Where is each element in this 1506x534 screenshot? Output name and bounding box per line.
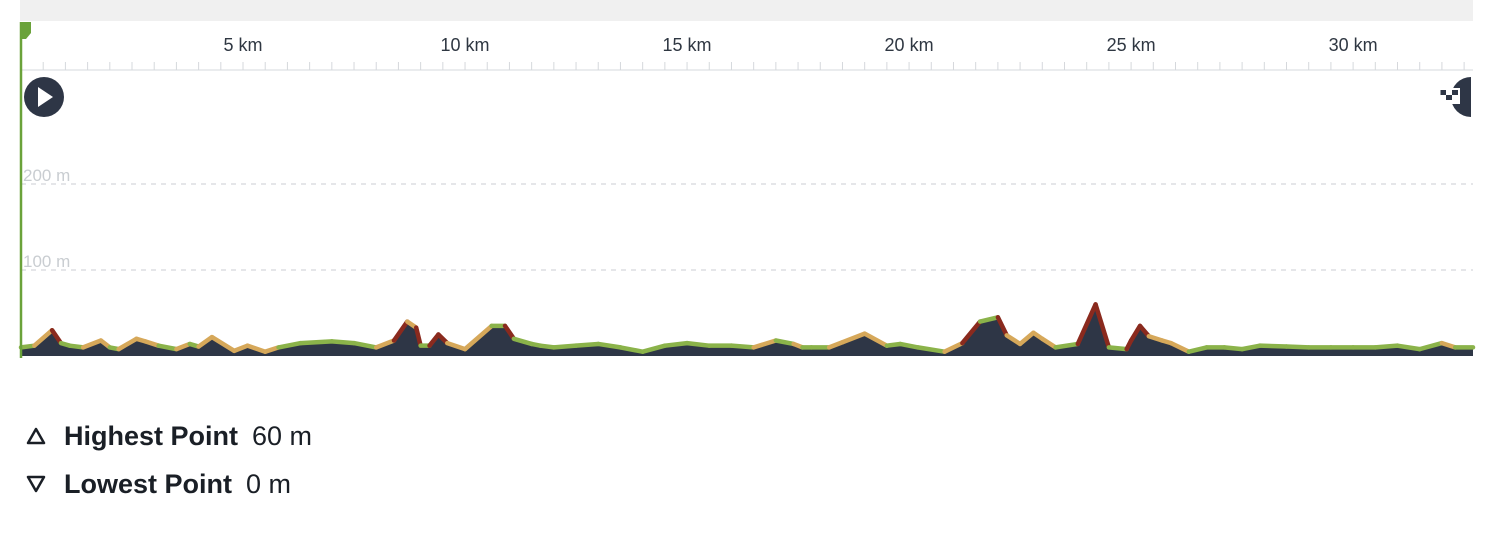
lowest-point-label: Lowest Point [64,468,232,499]
elevation-line-segment [862,331,890,348]
elevation-line-segment [618,345,645,354]
checkered-flag-icon [1438,88,1460,108]
elevation-stats: Highest Point 60 m Lowest Point 0 m [26,412,312,508]
elevation-line-segment [1004,333,1023,347]
elevation-line-segment [1239,343,1263,352]
highest-point-label: Highest Point [64,420,238,451]
elevation-line-segment [143,339,161,348]
start-marker[interactable] [24,77,64,117]
elevation-line-segment [174,341,192,352]
elevation-line-segment [196,334,215,349]
x-tick-label: 30 km [1329,35,1378,55]
elevation-line-segment [32,327,55,348]
elevation-line-segment [209,334,237,354]
elevation-line-segment [773,338,796,347]
elevation-line-segment [977,315,1001,324]
x-tick-label: 25 km [1107,35,1156,55]
elevation-line-segment [502,323,517,342]
elevation-line-segment [298,339,335,346]
elevation-line-segment [1373,343,1400,350]
elevation-line-segment [245,343,268,354]
elevation-line-segment [1168,340,1192,354]
elevation-line-segment [751,338,779,350]
elevation-line-segment [427,332,441,348]
x-tick-label: 20 km [885,35,934,55]
elevation-line-segment [662,340,690,348]
elevation-line-segment [897,341,921,350]
elevation-line-segment [595,341,623,350]
y-grid: 100 m 200 m [21,166,1473,271]
triangle-down-icon [26,474,46,494]
elevation-line-segment [1146,333,1165,343]
x-tick-label: 5 km [224,35,263,55]
elevation-line-segment [1257,343,1289,349]
x-tick-label: 15 km [663,35,712,55]
y-grid-label: 200 m [23,166,70,185]
elevation-line-segment [1395,343,1422,352]
x-tick-label: 10 km [441,35,490,55]
elevation-line-segment [231,343,250,354]
elevation-line-segment [573,341,601,348]
elevation-line-segment [960,319,983,346]
elevation-line-segment [329,339,357,346]
elevation-profile-chart[interactable]: 5 km 10 km 15 km 20 km 25 km 30 km 100 m 200 m [0,0,1506,380]
elevation-line-segment [1075,302,1098,347]
elevation-area-fill [21,304,1473,356]
elevation-line-segment [511,336,534,347]
finish-marker[interactable] [1438,77,1471,117]
elevation-line-segment [1106,345,1129,352]
elevation-line-segment [391,319,410,343]
elevation-line-segment [729,343,756,350]
elevation-line-segment [1439,340,1458,350]
elevation-line-segment [116,336,139,352]
elevation-line-segment [1186,345,1209,354]
elevation-line-segment [1053,341,1081,350]
highest-point-value: 60 m [252,420,313,451]
header-band [20,0,1473,21]
elevation-line-segment [1137,323,1152,339]
elevation-line-segment [915,345,947,354]
lowest-point-row: Lowest Point 0 m [26,460,312,508]
elevation-line-segment [351,340,379,350]
lowest-point-value: 0 m [246,468,292,499]
position-cursor-handle[interactable] [21,22,31,39]
elevation-line-segment [156,343,179,352]
elevation-line-segment [1128,323,1143,343]
elevation-line-segment [684,340,712,348]
elevation-line-segment [1017,330,1036,347]
elevation-line-segment [1417,340,1445,352]
elevation-line-segment [262,345,281,354]
x-axis: 5 km 10 km 15 km 20 km 25 km 30 km [21,35,1473,71]
triangle-up-icon [26,426,46,446]
elevation-line-segment [551,343,579,350]
elevation-line-segment [1284,344,1311,350]
highest-point-row: Highest Point 60 m [26,412,312,460]
elevation-line-segment [413,325,423,348]
elevation-line-segment [942,340,965,354]
elevation-line-segment [462,323,494,352]
elevation-area [21,304,1473,356]
elevation-line-segment [1222,345,1245,352]
elevation-line-segment [276,340,303,350]
elevation-line-segment [826,339,845,350]
elevation-line-segment [445,340,468,352]
elevation-profile-svg[interactable]: 5 km 10 km 15 km 20 km 25 km 30 km 100 m 200 m [0,0,1506,380]
play-icon [38,87,53,107]
elevation-line-segment [49,327,64,346]
elevation-line-segment [373,338,397,350]
y-grid-label: 100 m [23,252,70,271]
elevation-line-segment [840,331,867,345]
elevation-line-segment [640,343,668,354]
elevation-line-segment [1093,302,1112,350]
elevation-line-segment [80,338,104,350]
elevation-line [18,302,1476,354]
elevation-line-segment [1040,336,1058,350]
elevation-line-segment [995,315,1010,338]
